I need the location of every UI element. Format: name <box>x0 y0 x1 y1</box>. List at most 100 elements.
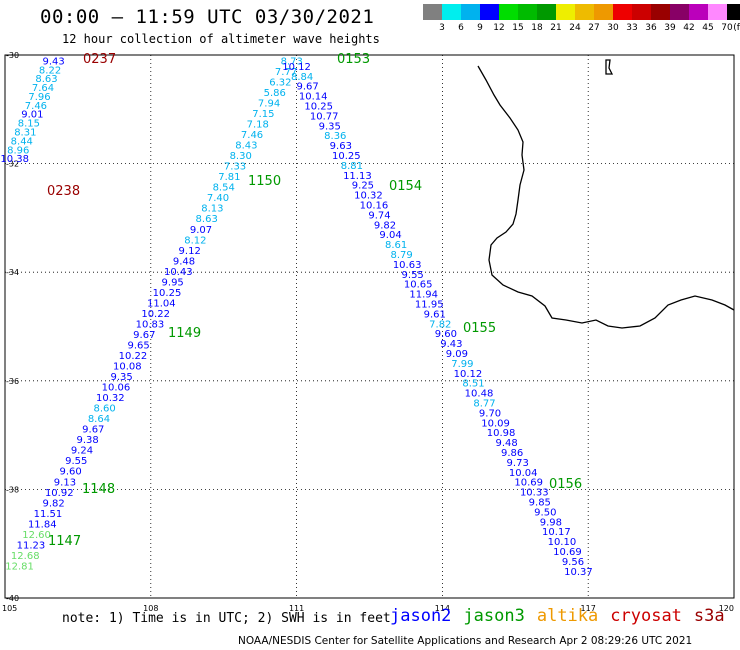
wave-height-value: 11.94 <box>409 290 438 301</box>
wave-height-value: 11.13 <box>343 171 372 182</box>
wave-height-value: 8.61 <box>385 240 407 251</box>
wave-height-value: 9.50 <box>534 507 556 518</box>
wave-height-value: 8.15 <box>18 119 40 130</box>
latitude-label: -40 <box>6 594 19 603</box>
wave-height-value: 9.07 <box>190 225 212 236</box>
wave-height-value: 8.84 <box>291 72 313 83</box>
wave-height-value: 8.64 <box>88 414 110 425</box>
longitude-label: 108 <box>143 604 158 613</box>
wave-height-value: 8.79 <box>390 250 412 261</box>
wave-height-value: 9.48 <box>173 256 195 267</box>
pass-time-label: 0238 <box>47 184 80 199</box>
color-scale-label: 33 <box>626 23 638 33</box>
wave-height-value: 12.60 <box>22 530 51 541</box>
color-swatch <box>613 4 632 20</box>
wave-height-value: 8.44 <box>11 136 33 147</box>
coastline <box>477 59 735 329</box>
color-swatch <box>632 4 651 20</box>
color-scale-label: 3 <box>439 23 445 33</box>
track-time-labels: 0237 0238 0153 0154 0155 0156 1150 1149 1148 1147 <box>47 52 582 549</box>
wave-height-value: 10.92 <box>45 488 74 499</box>
wave-height-value: 9.12 <box>179 246 201 257</box>
color-swatch <box>727 4 740 20</box>
latitude-labels: -30 -32 -34 -36 -38 -40 <box>6 51 19 603</box>
latitude-label: -30 <box>6 51 19 60</box>
wave-height-value: 8.81 <box>341 161 363 172</box>
wave-height-value: 11.84 <box>28 519 57 530</box>
color-scale-label: 21 <box>550 23 562 33</box>
legend-s3a: s3a <box>693 606 725 626</box>
wave-height-value: 10.09 <box>481 418 510 429</box>
wave-height-value: 9.70 <box>479 408 501 419</box>
color-scale-label: 42 <box>683 23 695 33</box>
wave-height-value: 9.86 <box>501 448 523 459</box>
wave-height-value: 8.60 <box>93 404 115 415</box>
wave-height-value: 10.69 <box>514 478 543 489</box>
wave-height-value: 10.43 <box>164 267 193 278</box>
wave-height-value: 9.13 <box>54 477 76 488</box>
wave-height-value: 9.38 <box>76 435 98 446</box>
satellite-legend: jason2 jason3 altika cryosat s3a <box>390 606 737 626</box>
wave-height-value: 9.85 <box>529 498 551 509</box>
pass-time-label: 0153 <box>337 52 370 67</box>
wave-height-value: 9.98 <box>540 517 562 528</box>
wave-height-value: 10.33 <box>520 488 549 499</box>
color-scale-label: 12 <box>493 23 505 33</box>
color-swatch <box>689 4 708 20</box>
wave-height-value: 7.94 <box>258 99 280 110</box>
wave-height-value: 9.61 <box>424 309 446 320</box>
wave-height-value: 9.73 <box>507 458 529 469</box>
color-scale-label: 9 <box>477 23 483 33</box>
wave-height-value: 8.96 <box>7 145 29 156</box>
wave-height-value: 7.40 <box>207 193 229 204</box>
wave-height-value: 9.09 <box>446 349 468 360</box>
wave-height-value: 10.77 <box>310 111 339 122</box>
wave-height-value: 9.60 <box>59 467 81 478</box>
wave-height-value: 7.18 <box>247 120 269 131</box>
wave-height-value: 9.48 <box>495 438 517 449</box>
wave-height-value: 7.77 <box>275 67 297 78</box>
color-swatch <box>423 4 442 20</box>
wave-height-value: 7.64 <box>32 83 54 94</box>
latitude-label: -32 <box>6 160 19 169</box>
color-scale-label: 70 <box>721 23 733 33</box>
wave-height-value: 9.55 <box>65 456 87 467</box>
wave-height-value: 10.22 <box>141 309 170 320</box>
wave-height-value: 9.60 <box>435 329 457 340</box>
color-scale-label: 18 <box>531 23 543 33</box>
wave-height-value: 7.33 <box>224 162 246 173</box>
wave-height-value: 10.12 <box>282 62 311 73</box>
wave-height-value: 10.10 <box>548 537 577 548</box>
wave-height-value: 10.37 <box>564 567 593 578</box>
color-scale-label: 15 <box>512 23 524 33</box>
wave-height-value: 7.81 <box>218 172 240 183</box>
color-swatch <box>708 4 727 20</box>
color-swatch <box>461 4 480 20</box>
color-swatch <box>537 4 556 20</box>
wave-height-value: 10.63 <box>393 260 422 271</box>
wave-height-value: 9.43 <box>42 56 64 67</box>
wave-height-value: 10.14 <box>299 92 328 103</box>
longitude-label: 111 <box>289 604 304 613</box>
color-swatch <box>442 4 461 20</box>
wave-height-value: 10.12 <box>454 369 483 380</box>
wave-height-value: 11.04 <box>147 298 176 309</box>
wave-height-value: 9.04 <box>379 230 401 241</box>
color-scale-bar <box>423 4 740 20</box>
wave-height-value: 7.96 <box>28 92 50 103</box>
pass-time-label: 0156 <box>549 477 582 492</box>
wave-height-value: 9.35 <box>111 372 133 383</box>
color-scale-label: (ft) <box>733 23 740 33</box>
color-scale-label: 6 <box>458 23 464 33</box>
legend-cryosat: cryosat <box>610 606 682 626</box>
color-scale-label: 27 <box>588 23 600 33</box>
wave-height-value: 10.17 <box>542 527 571 538</box>
pass-time-label: 1148 <box>82 482 115 497</box>
color-scale-label: 36 <box>645 23 657 33</box>
wave-height-value: 10.25 <box>332 151 361 162</box>
wave-height-value: 9.65 <box>128 340 150 351</box>
pass-time-label: 1149 <box>168 326 201 341</box>
legend-altika: altika <box>536 606 599 626</box>
wave-height-value: 8.43 <box>235 141 257 152</box>
wave-height-value: 9.43 <box>440 339 462 350</box>
